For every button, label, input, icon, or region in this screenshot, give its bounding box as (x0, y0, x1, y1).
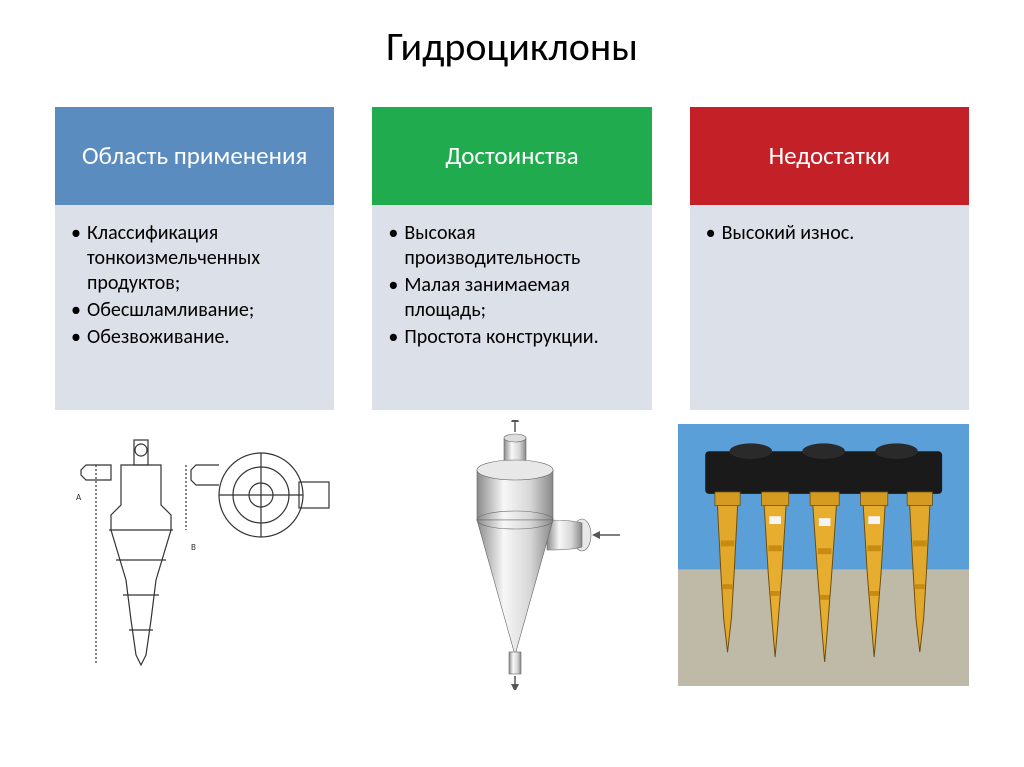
card-body-application: Классификация тонкоизмельченных продукто… (55, 205, 334, 410)
card-header-application: Область применения (55, 107, 334, 205)
list-item: Классификация тонкоизмельченных продукто… (71, 221, 324, 296)
cards-row: Область применения Классификация тонкоиз… (55, 107, 969, 410)
card-body-advantages: Высокая производительность Малая занимае… (372, 205, 651, 410)
card-application: Область применения Классификация тонкоиз… (55, 107, 334, 410)
card-header-advantages: Достоинства (372, 107, 651, 205)
list-item: Простота конструкции. (388, 325, 641, 350)
svg-text:A: A (76, 492, 82, 503)
list-item: Малая занимаемая площадь; (388, 273, 641, 323)
list-item: Обесшламливание; (71, 298, 324, 323)
card-body-disadvantages: Высокий износ. (690, 205, 969, 410)
svg-text:B: B (191, 542, 196, 553)
page-title: Гидроциклоны (0, 0, 1024, 71)
list-item: Высокая производительность (388, 221, 641, 271)
list-item: Обезвоживание. (71, 325, 324, 350)
list-item: Высокий износ. (706, 221, 959, 246)
hydrocyclone-3d-icon (372, 420, 652, 690)
image-3d-schematic (366, 420, 657, 690)
card-advantages: Достоинства Высокая производительность М… (372, 107, 651, 410)
image-technical-drawing: A B (55, 420, 346, 690)
hydrocyclone-photo-icon (678, 424, 969, 686)
card-header-disadvantages: Недостатки (690, 107, 969, 205)
images-row: A B (55, 420, 969, 690)
image-photo-installation (678, 420, 969, 690)
card-disadvantages: Недостатки Высокий износ. (690, 107, 969, 410)
hydrocyclone-drawing-icon: A B (61, 420, 341, 690)
